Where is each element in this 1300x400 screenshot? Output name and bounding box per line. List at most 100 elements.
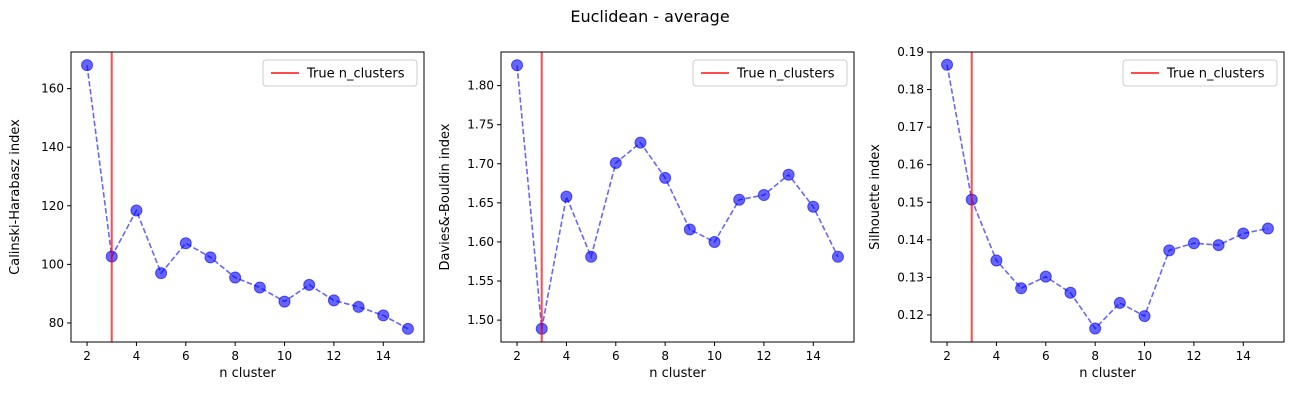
x-tick-label: 8 bbox=[1091, 349, 1099, 363]
data-point bbox=[253, 281, 266, 294]
legend-box bbox=[262, 59, 418, 87]
x-tick-label: 8 bbox=[661, 349, 669, 363]
x-tick-label: 4 bbox=[133, 349, 141, 363]
data-point bbox=[377, 309, 390, 322]
x-tick-label: 14 bbox=[1236, 349, 1251, 363]
x-tick-label: 6 bbox=[1042, 349, 1050, 363]
x-tick-label: 2 bbox=[513, 349, 521, 363]
y-tick-label: 1.65 bbox=[467, 196, 494, 210]
legend: True n_clusters bbox=[692, 59, 848, 87]
data-point bbox=[1187, 237, 1200, 250]
figure-suptitle: Euclidean - average bbox=[570, 7, 729, 26]
y-tick-label: 1.70 bbox=[467, 157, 494, 171]
data-point bbox=[683, 223, 696, 236]
data-point bbox=[1163, 244, 1176, 257]
y-axis-label: Silhouette index bbox=[868, 144, 883, 250]
y-tick-label: 0.17 bbox=[897, 120, 924, 134]
data-point bbox=[757, 189, 770, 202]
y-axis-label: Calinski-Harabasz index bbox=[8, 119, 23, 275]
legend-label: True n_clusters bbox=[736, 67, 835, 82]
legend-label: True n_clusters bbox=[306, 67, 405, 82]
x-tick-label: 10 bbox=[707, 349, 722, 363]
legend-box bbox=[692, 59, 848, 87]
axes-frame bbox=[930, 51, 1285, 343]
y-tick-label: 0.18 bbox=[897, 83, 924, 97]
data-point bbox=[179, 237, 192, 250]
x-tick-label: 12 bbox=[1186, 349, 1201, 363]
y-tick-label: 160 bbox=[41, 82, 64, 96]
data-point bbox=[733, 193, 746, 206]
chart-panel-3: 2 4 6 8 10 12 14 0.12 0.13 0.14 0.15 0.16 0.17 0.18 0.… bbox=[868, 45, 1285, 381]
y-tick-label: 0.14 bbox=[897, 233, 924, 247]
data-point bbox=[130, 204, 143, 217]
y-tick-label: 1.50 bbox=[467, 313, 494, 327]
y-tick-label: 140 bbox=[41, 140, 64, 154]
data-point bbox=[807, 200, 820, 213]
legend-box bbox=[1122, 59, 1278, 87]
y-tick-label: 1.55 bbox=[467, 274, 494, 288]
data-point bbox=[229, 271, 242, 284]
data-point bbox=[585, 250, 598, 263]
y-tick-label: 0.15 bbox=[897, 195, 924, 209]
y-tick-label: 0.12 bbox=[897, 308, 924, 322]
chart-panel-1: 2 4 6 8 10 12 14 80 100 120 140 160 n cluster Calinsk… bbox=[8, 51, 425, 381]
data-point bbox=[941, 58, 954, 71]
data-point bbox=[327, 294, 340, 307]
y-tick-label: 0.19 bbox=[897, 45, 924, 59]
x-tick-label: 6 bbox=[612, 349, 620, 363]
axes-frame bbox=[500, 51, 855, 343]
chart-panel-2: 2 4 6 8 10 12 14 1.50 1.55 1.60 1.65 1.70 1.75 1.80 n … bbox=[438, 51, 855, 381]
y-tick-label: 1.60 bbox=[467, 235, 494, 249]
data-point bbox=[1039, 270, 1052, 283]
data-point bbox=[560, 190, 573, 203]
axes-frame bbox=[70, 51, 425, 343]
series-line bbox=[516, 65, 839, 329]
x-tick-label: 2 bbox=[83, 349, 91, 363]
y-tick-label: 80 bbox=[49, 316, 64, 330]
legend-label: True n_clusters bbox=[1166, 67, 1265, 82]
data-point bbox=[511, 59, 524, 72]
y-tick-label: 0.16 bbox=[897, 158, 924, 172]
data-point bbox=[278, 295, 291, 308]
x-tick-label: 12 bbox=[326, 349, 341, 363]
y-axis-label: Davies&-Bouldin index bbox=[438, 123, 453, 270]
x-tick-label: 14 bbox=[376, 349, 391, 363]
x-tick-label: 4 bbox=[563, 349, 571, 363]
x-tick-label: 6 bbox=[182, 349, 190, 363]
x-tick-label: 8 bbox=[231, 349, 239, 363]
y-tick-label: 1.80 bbox=[467, 79, 494, 93]
x-axis-label: n cluster bbox=[1079, 366, 1136, 381]
data-point bbox=[782, 168, 795, 181]
data-point bbox=[1113, 296, 1126, 309]
x-tick-label: 2 bbox=[943, 349, 951, 363]
data-point bbox=[204, 251, 217, 264]
data-point bbox=[1138, 310, 1151, 323]
data-point bbox=[1064, 286, 1077, 299]
data-point bbox=[155, 267, 168, 280]
x-tick-label: 4 bbox=[993, 349, 1001, 363]
x-tick-label: 12 bbox=[756, 349, 771, 363]
legend: True n_clusters bbox=[262, 59, 418, 87]
x-axis-label: n cluster bbox=[219, 366, 276, 381]
data-point bbox=[831, 250, 844, 263]
y-tick-label: 0.13 bbox=[897, 270, 924, 284]
y-tick-label: 1.75 bbox=[467, 118, 494, 132]
data-point bbox=[1261, 222, 1274, 235]
x-tick-label: 10 bbox=[1137, 349, 1152, 363]
data-point bbox=[352, 300, 365, 313]
data-point bbox=[1089, 322, 1102, 335]
data-point bbox=[634, 136, 647, 149]
data-point bbox=[1237, 227, 1250, 240]
x-axis-label: n cluster bbox=[649, 366, 706, 381]
x-tick-label: 10 bbox=[277, 349, 292, 363]
data-point bbox=[303, 278, 316, 291]
data-point bbox=[609, 156, 622, 169]
data-point bbox=[1212, 239, 1225, 252]
x-tick-label: 14 bbox=[806, 349, 821, 363]
data-point bbox=[659, 171, 672, 184]
data-point bbox=[81, 59, 94, 72]
data-point bbox=[401, 322, 414, 335]
data-point bbox=[708, 235, 721, 248]
